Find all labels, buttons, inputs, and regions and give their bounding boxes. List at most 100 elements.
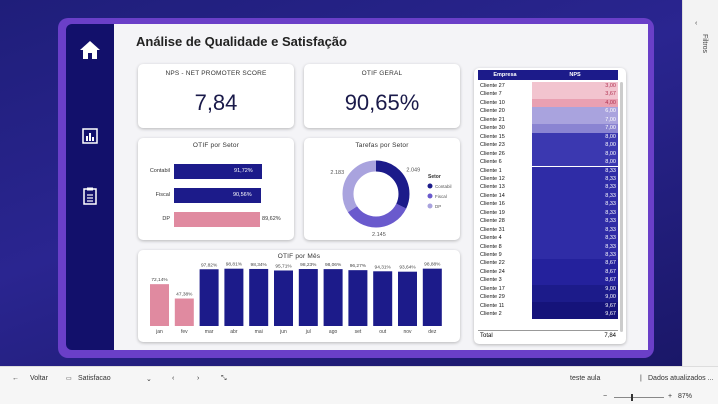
table-row[interactable]: Cliente 24 8,67	[478, 267, 618, 277]
otif-setor-bar[interactable]	[174, 188, 261, 203]
cell-empresa: Cliente 2	[478, 310, 532, 319]
bar-chart-icon[interactable]	[78, 124, 102, 148]
table-row[interactable]: Cliente 31 8,33	[478, 225, 618, 235]
cell-empresa: Cliente 28	[478, 217, 532, 226]
otif-setor-bar[interactable]	[174, 164, 263, 179]
table-row[interactable]: Cliente 13 8,33	[478, 183, 618, 192]
table-row[interactable]: Cliente 22 8,67	[478, 259, 618, 268]
expand-icon[interactable]: ⤡	[221, 375, 227, 382]
zoom-out-icon[interactable]: −	[603, 393, 608, 400]
kpi-card-otif[interactable]: OTIF GERAL 90,65%	[304, 64, 460, 128]
table-row[interactable]: Cliente 2 9,67	[478, 310, 618, 319]
table-row[interactable]: Cliente 4 8,33	[478, 234, 618, 243]
otif-setor-card[interactable]: OTIF por Setor Contabil 91,72% Fiscal 90,56…	[138, 138, 294, 240]
table-row[interactable]: Cliente 21 7,00	[478, 115, 618, 125]
filters-label[interactable]: Filtros	[701, 34, 708, 54]
cell-nps: 8,00	[532, 141, 618, 150]
otif-mes-month-label: fev	[181, 329, 188, 335]
back-button[interactable]: Voltar	[30, 375, 48, 382]
table-row[interactable]: Cliente 1 8,33	[478, 166, 618, 175]
cell-nps: 8,33	[532, 242, 618, 251]
chevron-left-icon[interactable]: ‹	[695, 20, 698, 27]
table-row[interactable]: Cliente 17 9,00	[478, 284, 618, 294]
cell-nps: 8,00	[532, 132, 618, 142]
table-row[interactable]: Cliente 15 8,00	[478, 132, 618, 142]
otif-mes-bar[interactable]	[249, 268, 269, 326]
table-row[interactable]: Cliente 10 4,00	[478, 98, 618, 108]
donut-legend-entry: Fiscal	[435, 194, 447, 199]
table-row[interactable]: Cliente 12 8,33	[478, 174, 618, 184]
otif-mes-bar[interactable]	[422, 268, 442, 326]
kpi-card-nps[interactable]: NPS - NET PROMOTER SCORE 7,84	[138, 64, 294, 128]
back-arrow-icon[interactable]: ←	[12, 375, 19, 382]
cell-nps: 9,67	[532, 310, 618, 319]
table-scrollbar[interactable]	[620, 82, 623, 332]
home-icon[interactable]	[78, 38, 102, 62]
table-total-row: Total 7,84	[478, 330, 618, 340]
chevron-down-icon[interactable]: ⌄	[146, 376, 152, 383]
cell-nps: 8,67	[532, 267, 618, 277]
zoom-slider[interactable]	[614, 397, 664, 398]
tarefas-setor-card[interactable]: Tarefas por Setor 2.049 2.145 2.183 Setor Co…	[304, 138, 460, 240]
table-row[interactable]: Cliente 16 8,33	[478, 200, 618, 209]
otif-mes-bar[interactable]	[398, 271, 417, 326]
otif-mes-bar[interactable]	[323, 269, 343, 326]
table-row[interactable]: Cliente 7 3,67	[478, 90, 618, 99]
zoom-in-icon[interactable]: +	[668, 393, 673, 400]
table-row[interactable]: Cliente 29 9,00	[478, 293, 618, 302]
donut-slice-label: 2.183	[330, 170, 344, 176]
table-row[interactable]: Cliente 23 8,00	[478, 141, 618, 150]
data-updated[interactable]: Dados atualizados ...	[648, 375, 714, 382]
otif-mes-bar[interactable]	[199, 269, 219, 326]
otif-mes-bar-value: 98,88%	[424, 262, 441, 268]
otif-mes-card[interactable]: OTIF por Mês 72,14% jan 47,38% fev 97,82% mar…	[138, 250, 460, 342]
table-row[interactable]: Cliente 9 8,33	[478, 251, 618, 260]
divider: |	[640, 375, 642, 382]
kpi-otif-value: 90,65%	[344, 90, 420, 115]
cell-empresa: Cliente 13	[478, 183, 532, 192]
header-nps[interactable]: NPS	[569, 72, 581, 78]
table-row[interactable]: Cliente 8 8,33	[478, 242, 618, 251]
table-row[interactable]: Cliente 14 8,33	[478, 191, 618, 201]
filters-panel[interactable]: ‹ Filtros	[682, 0, 718, 366]
cell-nps: 8,33	[532, 251, 618, 260]
otif-mes-bar[interactable]	[174, 298, 194, 326]
table-row[interactable]: Cliente 26 8,00	[478, 149, 618, 159]
nps-table[interactable]: Empresa NPS Cliente 27 3,00 Cliente 7 3,67 C…	[474, 68, 626, 344]
cell-empresa: Cliente 23	[478, 141, 532, 150]
table-row[interactable]: Cliente 3 8,67	[478, 276, 618, 285]
cell-nps: 8,33	[532, 225, 618, 235]
cell-nps: 7,00	[532, 124, 618, 133]
otif-mes-bar[interactable]	[224, 268, 244, 326]
page-selector[interactable]: Satisfacao	[78, 375, 111, 382]
donut-slice	[342, 160, 410, 228]
zoom-slider-handle[interactable]	[631, 394, 633, 401]
cell-empresa: Cliente 10	[478, 98, 532, 108]
prev-page-icon[interactable]: ‹	[172, 375, 175, 382]
otif-mes-bar-value: 98,06%	[325, 262, 342, 268]
otif-mes-bar[interactable]	[150, 284, 169, 326]
header-empresa[interactable]: Empresa	[493, 72, 517, 78]
otif-mes-bar-value: 97,82%	[201, 262, 218, 268]
otif-setor-bar[interactable]	[174, 212, 261, 227]
table-row[interactable]: Cliente 20 6,00	[478, 107, 618, 116]
otif-mes-month-label: jul	[305, 329, 311, 335]
clipboard-icon[interactable]	[78, 184, 102, 208]
otif-mes-bar[interactable]	[348, 270, 368, 326]
otif-mes-month-label: nov	[403, 329, 412, 335]
otif-mes-bar[interactable]	[274, 270, 293, 326]
cell-nps: 8,33	[532, 217, 618, 226]
table-row[interactable]: Cliente 19 8,33	[478, 208, 618, 218]
table-row[interactable]: Cliente 6 8,00	[478, 158, 618, 167]
next-page-icon[interactable]: ›	[197, 375, 200, 382]
otif-mes-bar[interactable]	[298, 269, 318, 326]
table-row[interactable]: Cliente 27 3,00	[478, 82, 618, 91]
table-row[interactable]: Cliente 28 8,33	[478, 217, 618, 226]
tarefas-setor-title: Tarefas por Setor	[355, 142, 409, 149]
otif-mes-month-label: out	[379, 329, 387, 335]
otif-mes-bar[interactable]	[373, 271, 393, 326]
table-row[interactable]: Cliente 11 9,67	[478, 301, 618, 311]
table-row[interactable]: Cliente 30 7,00	[478, 124, 618, 133]
cell-nps: 9,67	[532, 301, 618, 311]
donut-slice-label: 2.049	[406, 168, 420, 174]
